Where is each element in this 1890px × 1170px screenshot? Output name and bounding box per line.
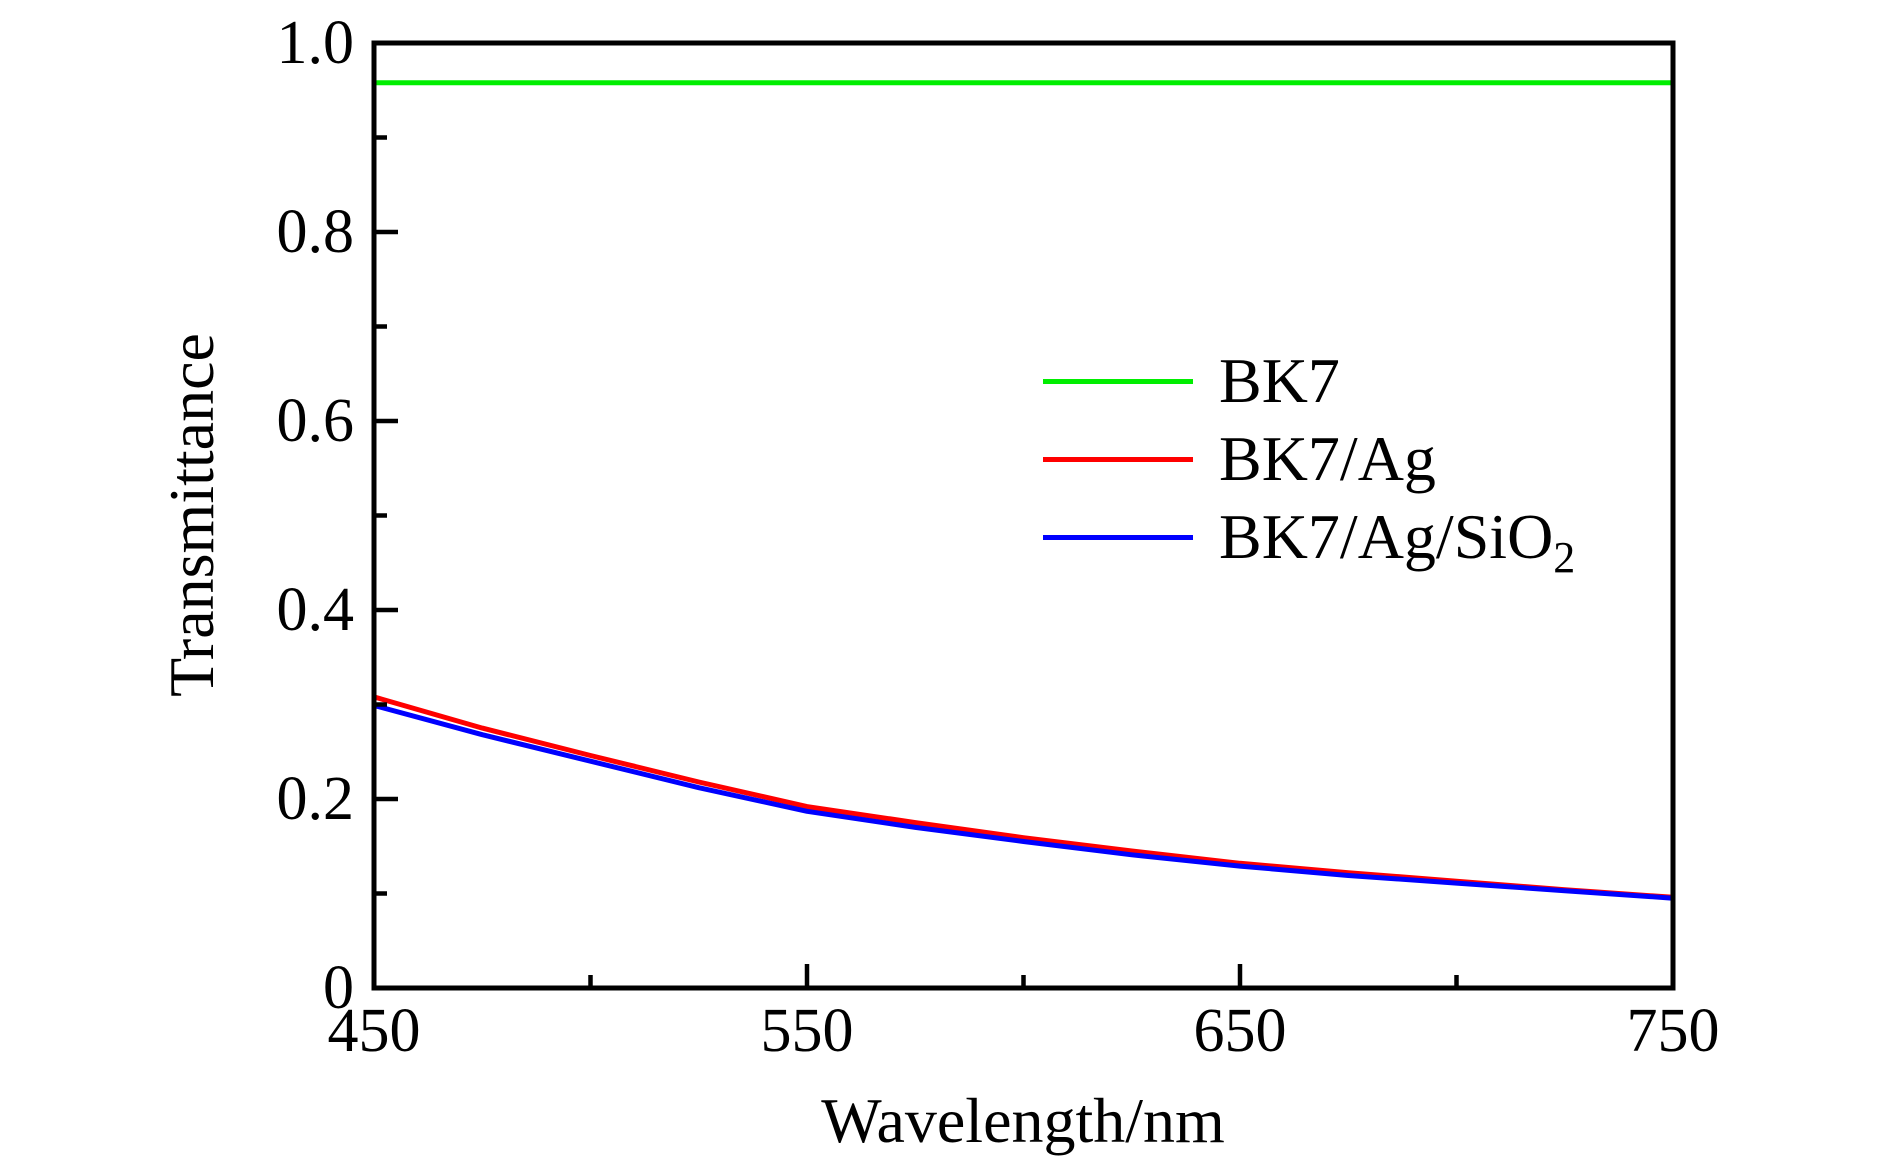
legend-item-bk7-ag-sio2: BK7/Ag/SiO2 bbox=[1043, 498, 1575, 580]
legend-label: BK7/Ag/SiO2 bbox=[1219, 501, 1575, 580]
y-tick-label: 0.6 bbox=[276, 387, 355, 455]
legend-line-green-icon bbox=[1043, 378, 1193, 384]
legend-label-text: BK7/Ag bbox=[1219, 423, 1436, 494]
y-axis-title: Transmittance bbox=[156, 333, 227, 697]
legend-label-subscript: 2 bbox=[1553, 532, 1576, 582]
x-tick-label: 750 bbox=[1626, 997, 1720, 1065]
legend-item-bk7-ag: BK7/Ag bbox=[1043, 420, 1575, 498]
y-tick-label: 0.2 bbox=[276, 765, 355, 833]
y-tick-label: 1.0 bbox=[276, 9, 355, 77]
x-axis-title: Wavelength/nm bbox=[821, 1085, 1225, 1156]
y-tick-label: 0.8 bbox=[276, 198, 355, 266]
legend-line-blue-icon bbox=[1043, 534, 1193, 540]
x-tick-label: 550 bbox=[760, 997, 854, 1065]
y-tick-label: 0 bbox=[323, 954, 354, 1022]
legend-label-text: BK7 bbox=[1219, 345, 1340, 416]
legend-label: BK7/Ag bbox=[1219, 424, 1436, 494]
x-tick-label: 450 bbox=[327, 997, 421, 1065]
legend-item-bk7: BK7 bbox=[1043, 342, 1575, 420]
series-line-bk7-ag-sio2 bbox=[373, 702, 1674, 901]
y-tick-label: 0.4 bbox=[276, 576, 355, 644]
legend-label: BK7 bbox=[1219, 346, 1340, 416]
legend-label-text: BK7/Ag/SiO bbox=[1219, 501, 1554, 572]
series-line-bk7-ag bbox=[373, 694, 1674, 900]
legend: BK7 BK7/Ag BK7/Ag/SiO2 bbox=[1043, 342, 1575, 580]
legend-line-red-icon bbox=[1043, 456, 1193, 462]
x-tick-label: 650 bbox=[1193, 997, 1287, 1065]
